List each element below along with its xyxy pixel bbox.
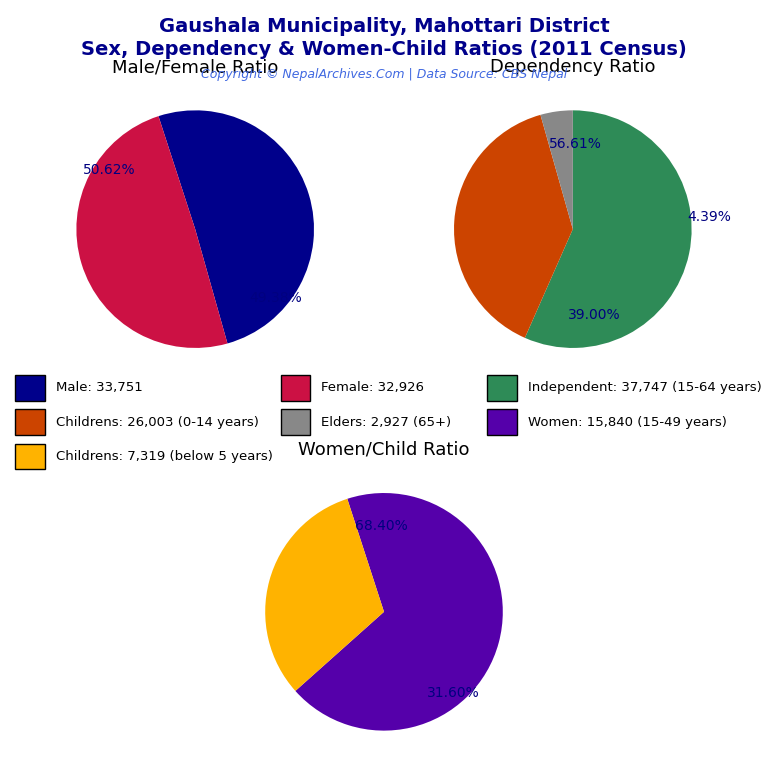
Text: 49.38%: 49.38% bbox=[250, 291, 303, 305]
FancyBboxPatch shape bbox=[15, 444, 45, 469]
Wedge shape bbox=[525, 111, 692, 348]
Text: 39.00%: 39.00% bbox=[568, 308, 621, 322]
Wedge shape bbox=[76, 116, 227, 348]
Text: Women: 15,840 (15-49 years): Women: 15,840 (15-49 years) bbox=[528, 415, 727, 429]
Text: Elders: 2,927 (65+): Elders: 2,927 (65+) bbox=[321, 415, 452, 429]
Text: 68.40%: 68.40% bbox=[356, 519, 408, 533]
FancyBboxPatch shape bbox=[281, 375, 310, 401]
Wedge shape bbox=[541, 111, 573, 229]
FancyBboxPatch shape bbox=[487, 375, 517, 401]
Text: Female: 32,926: Female: 32,926 bbox=[321, 382, 425, 395]
Wedge shape bbox=[454, 115, 573, 338]
Text: 31.60%: 31.60% bbox=[426, 686, 479, 700]
Title: Male/Female Ratio: Male/Female Ratio bbox=[112, 58, 278, 76]
Title: Women/Child Ratio: Women/Child Ratio bbox=[298, 441, 470, 459]
Text: Childrens: 26,003 (0-14 years): Childrens: 26,003 (0-14 years) bbox=[56, 415, 259, 429]
Text: 4.39%: 4.39% bbox=[687, 210, 731, 224]
Wedge shape bbox=[296, 493, 503, 730]
Text: Childrens: 7,319 (below 5 years): Childrens: 7,319 (below 5 years) bbox=[56, 450, 273, 463]
Text: Gaushala Municipality, Mahottari District: Gaushala Municipality, Mahottari Distric… bbox=[159, 17, 609, 36]
Wedge shape bbox=[265, 499, 384, 691]
Wedge shape bbox=[158, 111, 314, 343]
FancyBboxPatch shape bbox=[15, 375, 45, 401]
Text: Independent: 37,747 (15-64 years): Independent: 37,747 (15-64 years) bbox=[528, 382, 762, 395]
Text: 56.61%: 56.61% bbox=[549, 137, 601, 151]
Text: Copyright © NepalArchives.Com | Data Source: CBS Nepal: Copyright © NepalArchives.Com | Data Sou… bbox=[201, 68, 567, 81]
Text: Sex, Dependency & Women-Child Ratios (2011 Census): Sex, Dependency & Women-Child Ratios (20… bbox=[81, 40, 687, 59]
FancyBboxPatch shape bbox=[15, 409, 45, 435]
Title: Dependency Ratio: Dependency Ratio bbox=[490, 58, 656, 76]
Text: 50.62%: 50.62% bbox=[84, 163, 136, 177]
FancyBboxPatch shape bbox=[281, 409, 310, 435]
Text: Male: 33,751: Male: 33,751 bbox=[56, 382, 143, 395]
FancyBboxPatch shape bbox=[487, 409, 517, 435]
